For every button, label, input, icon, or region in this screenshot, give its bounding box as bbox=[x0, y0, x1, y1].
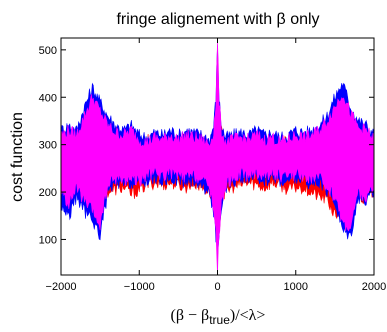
x-tick-label: −2000 bbox=[46, 281, 77, 293]
y-tick-label: 200 bbox=[39, 187, 57, 199]
x-tick-label: 2000 bbox=[362, 281, 386, 293]
x-tick-label: 0 bbox=[214, 281, 220, 293]
series-layer bbox=[61, 41, 374, 275]
y-axis-label: cost function bbox=[9, 112, 26, 202]
chart-title: fringe alignement with β only bbox=[116, 11, 319, 28]
x-axis-label-suffix: )/<λ> bbox=[230, 307, 266, 324]
x-tick-label: −1000 bbox=[124, 281, 155, 293]
x-tick-label: 1000 bbox=[284, 281, 308, 293]
x-axis-label-subscript: true bbox=[209, 313, 230, 327]
y-tick-label: 300 bbox=[39, 140, 57, 152]
x-axis-label: (β − βtrue)/<λ> bbox=[171, 307, 266, 327]
x-axis-label-prefix: (β − β bbox=[171, 307, 210, 324]
x-axis: −2000 −1000 0 1000 2000 bbox=[46, 38, 386, 293]
y-axis: 100 200 300 400 500 bbox=[39, 45, 374, 246]
y-tick-label: 100 bbox=[39, 234, 57, 246]
series-band-3 bbox=[61, 41, 374, 275]
y-tick-label: 400 bbox=[39, 92, 57, 104]
y-tick-label: 500 bbox=[39, 45, 57, 57]
